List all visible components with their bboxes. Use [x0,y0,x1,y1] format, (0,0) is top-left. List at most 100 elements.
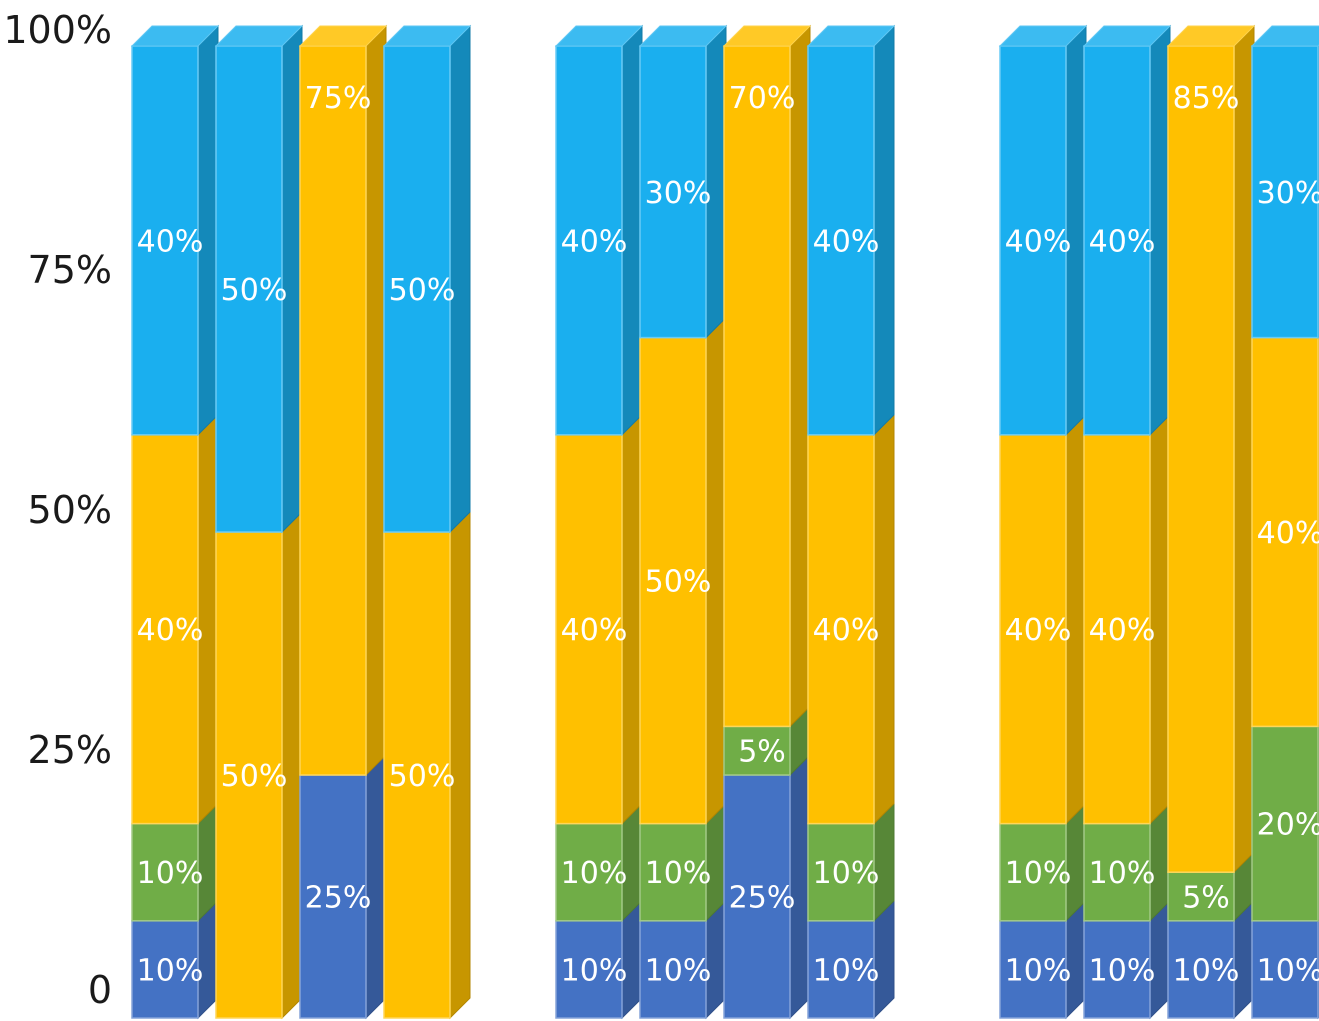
data-label: 30% [645,176,712,211]
data-label: 20% [1257,808,1319,843]
bar-segment [382,24,472,534]
bar-segment-front [1083,920,1151,1019]
bar-segment [299,753,387,1020]
bar-segment-front [215,531,283,1019]
bar-segment-front [383,45,451,533]
data-label: 50% [645,565,712,600]
data-label: 40% [137,613,204,648]
data-label: 10% [645,953,712,988]
bar-top-face [806,25,896,47]
bar-segment-front [299,45,367,776]
bar-segment [555,899,643,1020]
bar-segment-front [1251,336,1319,728]
bar-segment [555,802,643,923]
bar-segment [215,510,303,1020]
bar-segment [999,802,1087,923]
bar-segment-front [999,920,1067,1019]
data-label: 10% [137,856,204,891]
bar-segment-front [1251,920,1319,1019]
bar-segment-front [807,434,875,825]
bar-segment [383,510,471,1020]
bar-segment [1166,24,1256,874]
data-label: 40% [1257,516,1319,551]
bar-segment [131,413,219,825]
bar-segment-front [723,45,791,728]
bar-segment [1083,413,1171,825]
bar-segment-front [1083,45,1151,436]
bar-segment [639,316,727,825]
data-label: 40% [813,224,880,259]
bar-segment-front [639,920,707,1019]
bar-top-face [1250,25,1319,47]
bar-segment [807,802,895,923]
bar-segment-front [999,45,1067,436]
bar-segment [639,899,727,1020]
bar-segment [807,899,895,1020]
bar-segment [1251,335,1319,728]
bar-top-face [298,25,388,47]
data-label: 40% [561,224,628,259]
data-label: 30% [1257,176,1319,211]
bar-segment [1167,850,1255,923]
data-label: 10% [1173,953,1240,988]
data-label: 40% [1005,224,1072,259]
bar-segment [214,24,304,534]
data-label: 40% [1089,224,1156,259]
bar-segment [131,899,219,1020]
data-label: 5% [738,735,786,770]
data-label: 10% [1089,856,1156,891]
bar-segment [638,24,728,339]
bar-segment-front [1083,434,1151,825]
bar-segment-front [131,434,199,825]
data-label: 50% [221,759,288,794]
data-label: 10% [645,856,712,891]
bar-segment-front [999,822,1067,922]
data-labels-layer: 10% 10% 40% 40% 50% 50% 25% 75% 50% 50% 10% 10% 40% 4… [137,81,1319,988]
bar-top-face [554,25,644,47]
bar-segment-front [807,45,875,436]
bar-segment [130,24,220,437]
bar-segment-front [131,920,199,1019]
data-label: 70% [729,81,796,116]
bar-top-face [214,25,304,47]
bar-segment-side [365,24,387,777]
y-tick-label: 75% [28,248,112,292]
bar-segment [1251,919,1319,1020]
bar-segment [807,413,895,825]
data-label: 10% [813,953,880,988]
bar-segment [998,24,1088,437]
y-tick-label: 100% [3,8,112,52]
data-label: 40% [1005,613,1072,648]
bar-segment-side [1233,24,1255,874]
data-label: 40% [561,613,628,648]
bar-segment [999,899,1087,1020]
bar-segment [723,705,811,777]
bar-segment-front [639,45,707,339]
bar-segment-front [555,822,623,922]
bar-top-face [1082,25,1172,47]
bar-segment-front [807,822,875,922]
data-label: 10% [137,953,204,988]
data-label: 40% [137,224,204,259]
y-axis: 0 25% 50% 75% 100% [3,8,112,1012]
y-tick-label: 0 [88,968,112,1012]
bar-segment-front [1083,822,1151,922]
bar-top-face [638,25,728,47]
data-label: 10% [1257,953,1319,988]
data-label: 10% [1005,856,1072,891]
bar-segment-front [807,920,875,1019]
data-label: 40% [813,613,880,648]
data-label: 50% [389,273,456,308]
bar-segment [555,413,643,825]
bar-segment-front [723,725,791,776]
data-label: 75% [305,81,372,116]
bar-segment [1082,24,1172,437]
bar-top-face [382,25,472,47]
bar-segment [722,24,812,728]
bars-layer [130,24,1319,1020]
bar-segment-front [1251,45,1319,339]
bar-segment-front [555,920,623,1019]
bar-segment [1251,724,1319,923]
bar-segment [1250,25,1319,339]
